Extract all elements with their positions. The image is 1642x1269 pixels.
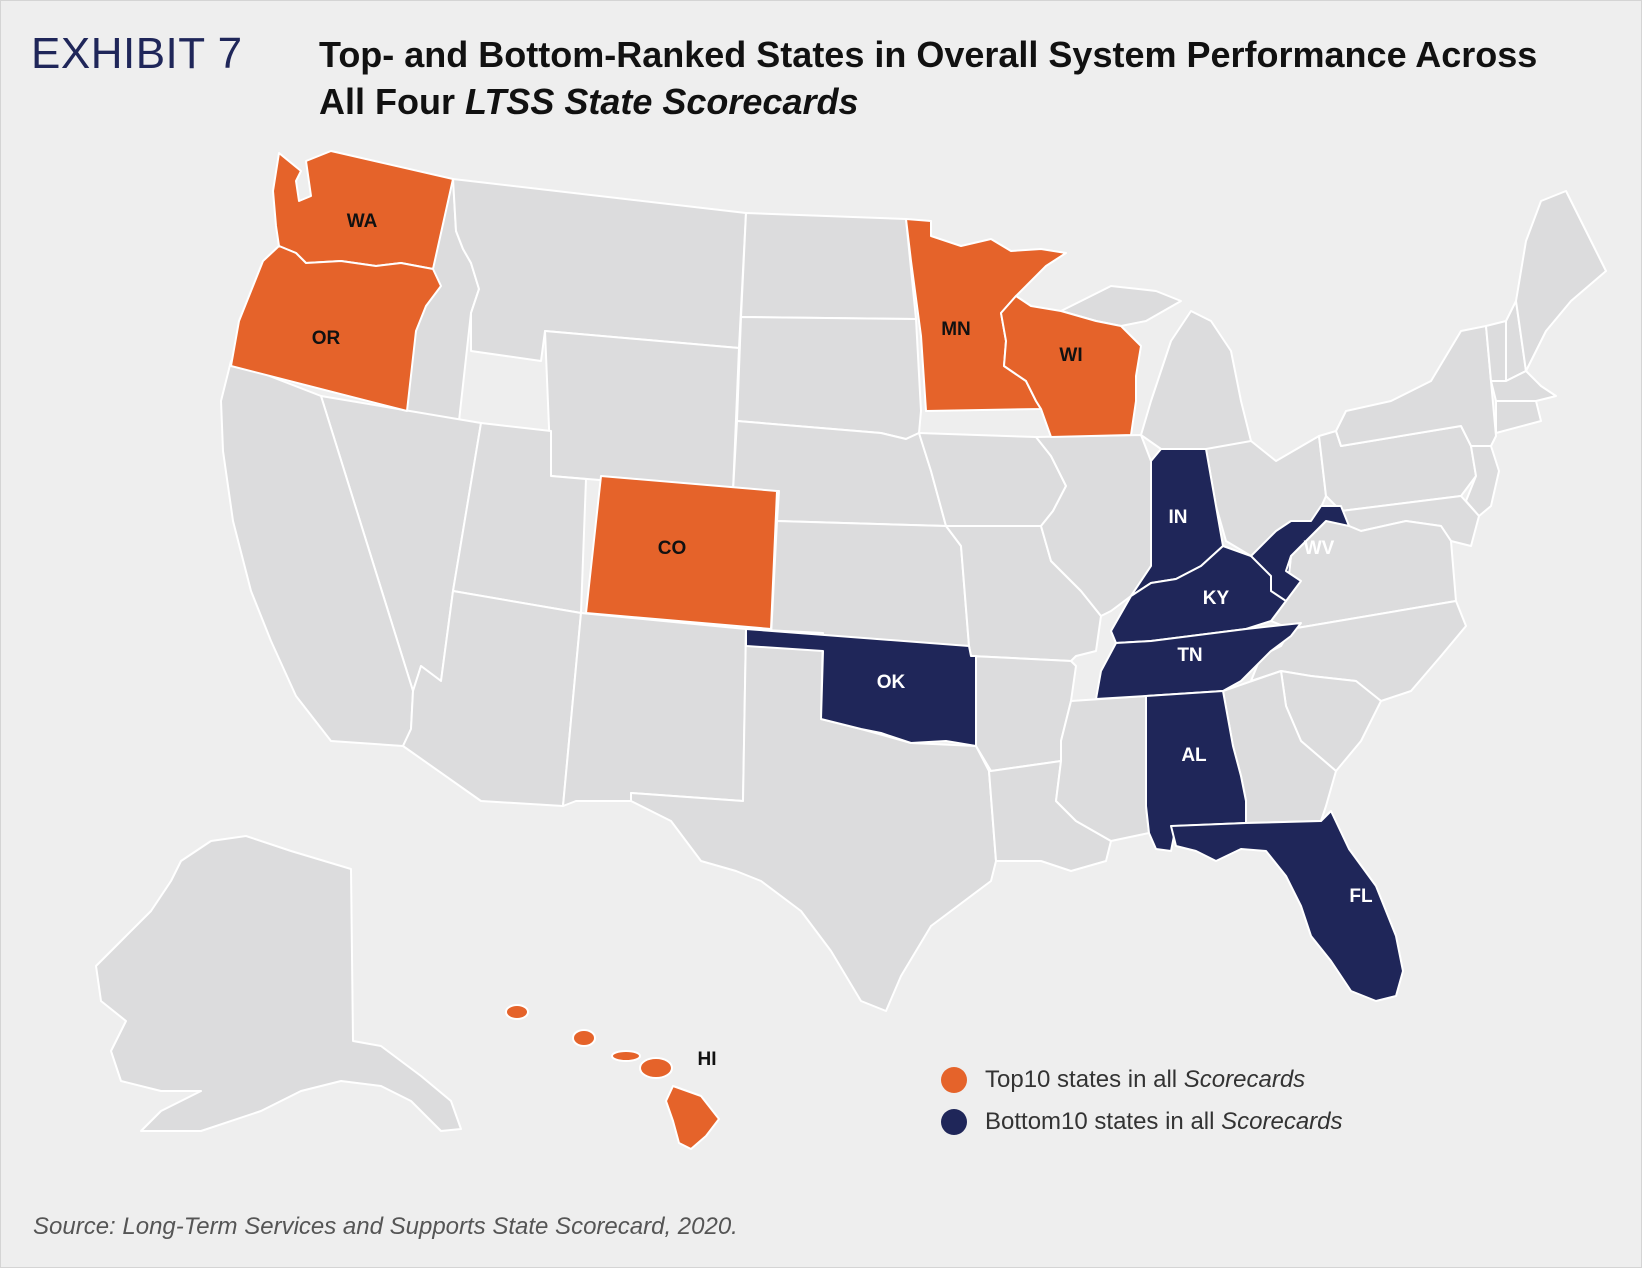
- exhibit-title: Top- and Bottom-Ranked States in Overall…: [319, 31, 1619, 125]
- state-HI: [505, 1004, 720, 1150]
- exhibit-label: EXHIBIT 7: [31, 29, 243, 78]
- state-OK: [745, 628, 977, 747]
- state-FL: [1170, 810, 1404, 1002]
- label-IN: IN: [1169, 507, 1188, 528]
- hi-island-molokai: [611, 1050, 641, 1062]
- state-OR: [230, 245, 442, 412]
- state-NM: [562, 612, 747, 807]
- label-CO: CO: [658, 538, 687, 559]
- title-line-2-italic: LTSS State Scorecards: [465, 81, 859, 122]
- legend-swatch-bottom10: [941, 1109, 967, 1135]
- state-CT-RI: [1495, 400, 1542, 434]
- title-line-2: All Four LTSS State Scorecards: [319, 78, 1619, 125]
- state-NJ: [1465, 445, 1500, 517]
- state-ND: [740, 212, 917, 320]
- state-MT: [452, 178, 747, 362]
- legend-label-top10: Top10 states in all Scorecards: [985, 1066, 1305, 1094]
- state-WI: [1000, 295, 1142, 438]
- state-NY: [1335, 325, 1497, 447]
- map-legend: Top10 states in all Scorecards Bottom10 …: [941, 1059, 1343, 1143]
- title-line-2-prefix: All Four: [319, 81, 465, 122]
- state-TN: [1095, 622, 1302, 700]
- label-KY: KY: [1203, 588, 1230, 609]
- label-HI: HI: [698, 1049, 717, 1070]
- legend-bottom10-italic: Scorecards: [1221, 1108, 1343, 1135]
- hi-island-hawaii: [665, 1085, 720, 1150]
- hi-island-kauai: [505, 1004, 529, 1020]
- label-MN: MN: [941, 319, 971, 340]
- label-WI: WI: [1059, 345, 1082, 366]
- label-WV: WV: [1304, 538, 1335, 559]
- state-ME: [1515, 190, 1607, 372]
- hi-island-oahu: [572, 1029, 596, 1047]
- state-AK: [95, 835, 462, 1132]
- legend-bottom10-prefix: Bottom10 states in all: [985, 1108, 1222, 1135]
- state-SD: [736, 316, 922, 440]
- state-WA: [272, 150, 454, 270]
- legend-item-top10: Top10 states in all Scorecards: [941, 1059, 1343, 1101]
- source-note: Source: Long-Term Services and Supports …: [33, 1213, 738, 1240]
- label-WA: WA: [347, 211, 378, 232]
- title-line-1: Top- and Bottom-Ranked States in Overall…: [319, 34, 1538, 75]
- label-TN: TN: [1177, 645, 1202, 666]
- legend-label-bottom10: Bottom10 states in all Scorecards: [985, 1108, 1343, 1136]
- state-WY: [544, 330, 740, 492]
- label-OR: OR: [312, 328, 341, 349]
- legend-item-bottom10: Bottom10 states in all Scorecards: [941, 1101, 1343, 1143]
- legend-swatch-top10: [941, 1067, 967, 1093]
- label-FL: FL: [1349, 886, 1373, 907]
- legend-top10-prefix: Top10 states in all: [985, 1066, 1184, 1093]
- state-CO: [585, 475, 778, 630]
- legend-top10-italic: Scorecards: [1183, 1066, 1306, 1093]
- label-OK: OK: [877, 672, 906, 693]
- state-KS: [770, 520, 970, 647]
- label-AL: AL: [1181, 745, 1207, 766]
- hi-island-maui: [639, 1057, 673, 1079]
- state-WV: [1250, 505, 1350, 602]
